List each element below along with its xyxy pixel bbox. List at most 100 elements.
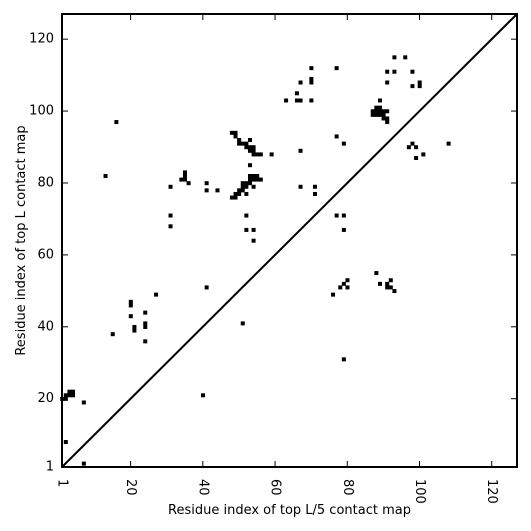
contact-point <box>67 393 72 398</box>
contact-point <box>255 173 260 178</box>
contact-point <box>240 141 245 146</box>
contact-point <box>168 213 173 218</box>
contact-point <box>312 184 317 189</box>
contact-point <box>341 141 346 146</box>
contact-point <box>392 289 397 294</box>
contact-point <box>233 195 238 200</box>
contact-point <box>377 105 382 110</box>
contact-point <box>240 181 245 186</box>
contact-point <box>381 116 386 121</box>
contact-point <box>143 339 148 344</box>
contact-point <box>237 191 242 196</box>
contact-point <box>128 299 133 304</box>
contact-point <box>237 138 242 143</box>
contact-point <box>240 321 245 326</box>
contact-point <box>338 285 343 290</box>
x-tick-label: 20 <box>123 479 138 496</box>
contact-point <box>294 91 299 96</box>
contact-point <box>247 177 252 182</box>
contact-point <box>63 440 68 445</box>
contact-point <box>385 80 390 85</box>
contact-point <box>247 173 252 178</box>
contact-point <box>284 98 289 103</box>
contact-point <box>103 173 108 178</box>
contact-point <box>334 134 339 139</box>
contact-point <box>334 66 339 71</box>
contact-point <box>128 314 133 319</box>
contact-point <box>331 292 336 297</box>
contact-point <box>168 184 173 189</box>
contact-point <box>229 130 234 135</box>
contact-point <box>251 148 256 153</box>
contact-point <box>312 191 317 196</box>
contact-point <box>204 188 209 193</box>
y-tick-label: 120 <box>29 32 54 47</box>
contact-point <box>244 141 249 146</box>
contact-point <box>186 181 191 186</box>
contact-point <box>417 84 422 89</box>
contact-point <box>215 188 220 193</box>
contact-point <box>370 112 375 117</box>
contact-point <box>114 120 119 125</box>
contact-point <box>143 324 148 329</box>
contact-point <box>201 393 206 398</box>
contact-point <box>341 227 346 232</box>
contact-point <box>406 145 411 150</box>
x-tick-label: 100 <box>412 479 427 504</box>
x-tick-label: 1 <box>55 479 70 487</box>
contact-point <box>132 328 137 333</box>
contact-point <box>244 145 249 150</box>
contact-point <box>370 109 375 114</box>
contact-point <box>143 321 148 326</box>
contact-point <box>385 285 390 290</box>
contact-point <box>385 116 390 121</box>
contact-point <box>381 112 386 117</box>
x-axis-label: Residue index of top L/5 contact map <box>168 503 411 518</box>
contact-point <box>381 109 386 114</box>
contact-point <box>71 389 76 394</box>
contact-point <box>374 105 379 110</box>
contact-point <box>247 145 252 150</box>
contact-point <box>67 389 72 394</box>
contact-point <box>410 69 415 74</box>
contact-point <box>392 55 397 60</box>
contact-point <box>377 109 382 114</box>
contact-point <box>255 177 260 182</box>
contact-point <box>179 177 184 182</box>
contact-point <box>334 213 339 218</box>
contact-point <box>377 112 382 117</box>
contact-point <box>385 281 390 286</box>
contact-point <box>251 145 256 150</box>
contact-point <box>410 141 415 146</box>
contact-point <box>244 213 249 218</box>
y-axis-label: Residue index of top L contact map <box>14 125 29 355</box>
contact-point <box>233 191 238 196</box>
contact-point <box>345 285 350 290</box>
contact-point <box>204 285 209 290</box>
contact-point <box>251 177 256 182</box>
contact-point <box>298 80 303 85</box>
contact-point <box>392 69 397 74</box>
contact-point <box>110 332 115 337</box>
contact-point <box>388 278 393 283</box>
contact-point <box>255 152 260 157</box>
x-tick-label: 120 <box>484 479 499 504</box>
contact-point <box>132 324 137 329</box>
contact-point <box>410 84 415 89</box>
y-tick-label: 100 <box>29 104 54 119</box>
contact-point <box>341 213 346 218</box>
contact-point <box>374 109 379 114</box>
contact-point <box>309 98 314 103</box>
contact-point <box>251 152 256 157</box>
contact-point <box>385 69 390 74</box>
contact-point <box>345 278 350 283</box>
contact-point <box>446 141 451 146</box>
contact-points <box>60 55 451 466</box>
contact-point <box>63 393 68 398</box>
plot-frame <box>61 13 518 468</box>
contact-point <box>143 310 148 315</box>
contact-point <box>244 191 249 196</box>
contact-point <box>403 55 408 60</box>
contact-point <box>182 177 187 182</box>
contact-point <box>298 148 303 153</box>
